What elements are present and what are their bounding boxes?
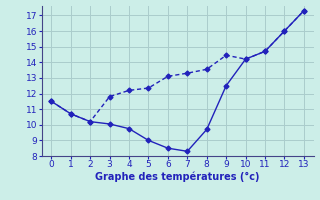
X-axis label: Graphe des températures (°c): Graphe des températures (°c) bbox=[95, 172, 260, 182]
